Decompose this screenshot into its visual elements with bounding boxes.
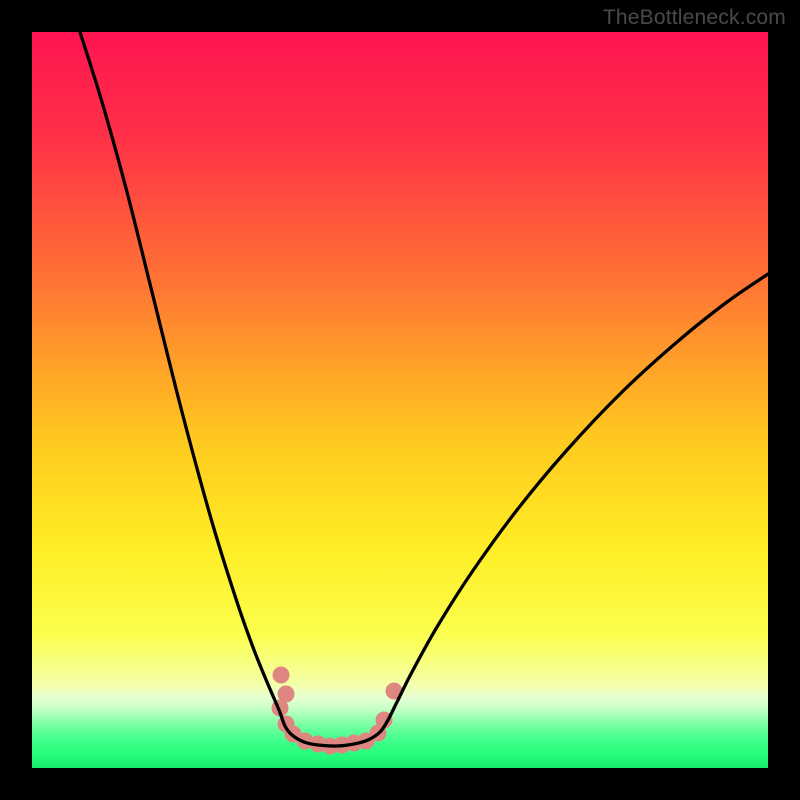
v-curve (80, 32, 768, 746)
watermark-text: TheBottleneck.com (603, 6, 786, 30)
plot-area (32, 32, 768, 768)
scatter-markers (272, 667, 402, 754)
marker-dot (273, 667, 289, 683)
curve-layer (32, 32, 768, 768)
